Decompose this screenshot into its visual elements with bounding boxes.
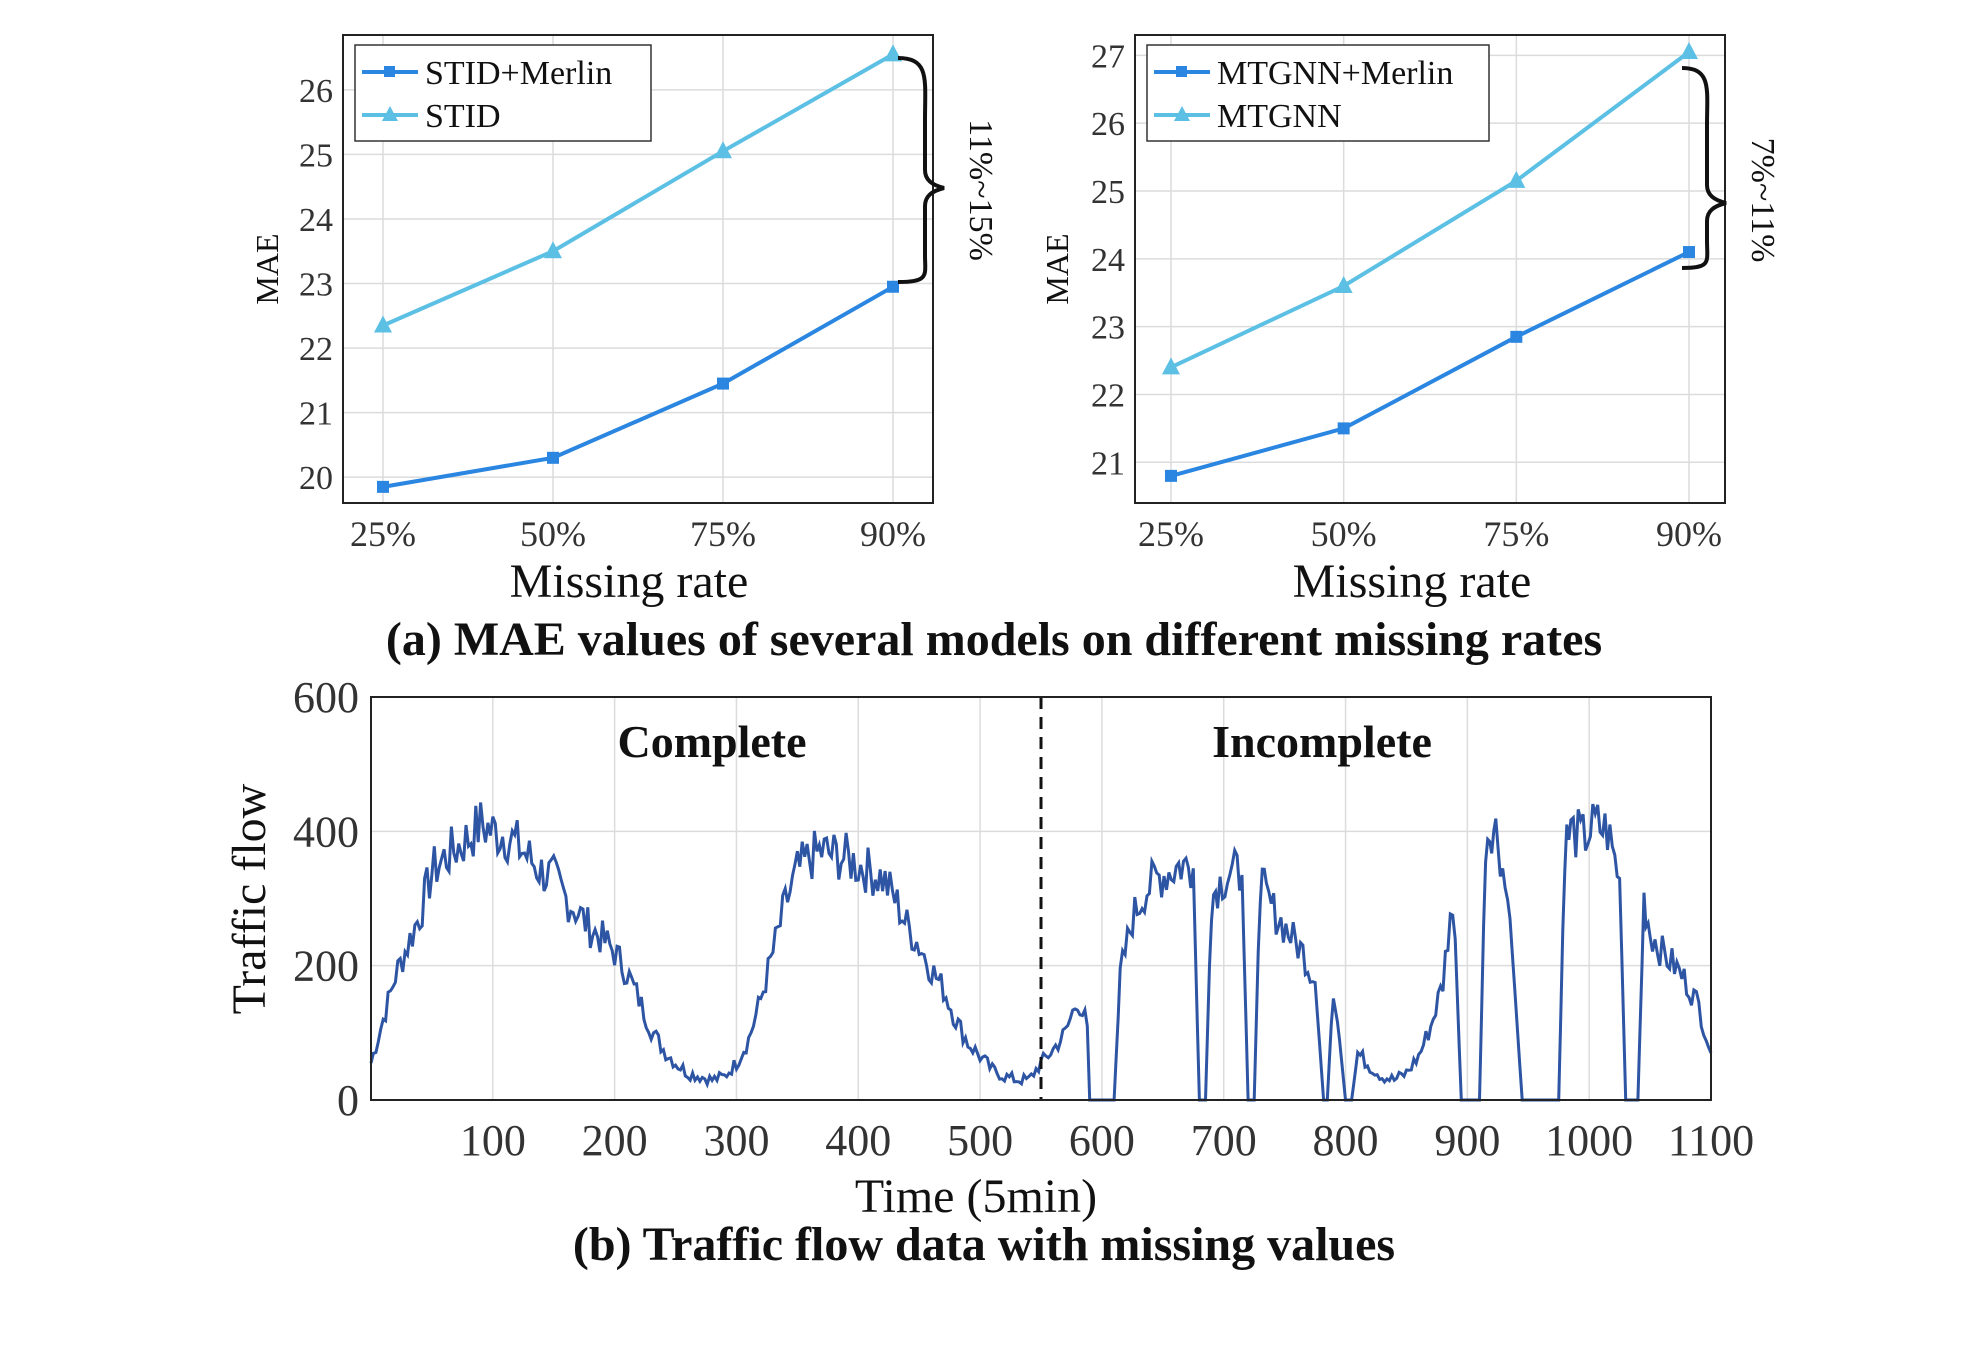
y-tick-label: 600 — [293, 673, 359, 722]
caption-a: (a) MAE values of several models on diff… — [386, 613, 1602, 666]
y-tick-label: 21 — [299, 396, 333, 433]
y-tick-label: 22 — [299, 331, 333, 368]
x-tick-label: 300 — [703, 1116, 769, 1165]
y-tick-label: 20 — [299, 460, 333, 497]
data-point-triangle — [1162, 357, 1180, 375]
region-label-incomplete: Incomplete — [1212, 716, 1432, 767]
stid-brace — [897, 56, 945, 284]
x-tick-label: 600 — [1069, 1116, 1135, 1165]
y-tick-label: 22 — [1091, 377, 1125, 414]
y-tick-label: 200 — [293, 942, 359, 991]
data-point-triangle — [1507, 170, 1526, 188]
y-tick-label: 24 — [1091, 242, 1125, 279]
x-tick-label: 25% — [1138, 514, 1204, 554]
mtgnn-improvement-annotation: 7%~11% — [1744, 138, 1781, 263]
stid-legend-base: STID — [425, 98, 501, 135]
stid-merlin-line — [382, 285, 894, 489]
mtgnn-plot-frame — [1134, 34, 1726, 504]
data-point-triangle — [884, 44, 902, 62]
y-tick-label: 23 — [299, 267, 333, 304]
x-tick-label: 90% — [860, 514, 926, 554]
stid-plot-frame — [342, 34, 934, 504]
data-point-triangle — [374, 315, 392, 333]
stid-legend-merlin: STID+Merlin — [425, 55, 612, 92]
legend-square-marker — [384, 66, 395, 77]
x-tick-label: 900 — [1434, 1116, 1500, 1165]
y-tick-label: 23 — [1091, 310, 1125, 347]
y-tick-label: 25 — [299, 137, 333, 174]
y-tick-label: 27 — [1091, 38, 1125, 75]
traffic-y-axis-label: Traffic flow — [223, 783, 276, 1014]
stid-legend: STID+Merlin STID — [354, 44, 652, 142]
stid-x-axis-label: Missing rate — [510, 555, 749, 608]
traffic-x-axis-label: Time (5min) — [855, 1170, 1097, 1223]
x-tick-label: 25% — [350, 514, 416, 554]
chart-traffic-flow: 0 200 400 600 100 200 300 400 500 600 700 800 900 10… — [223, 673, 1754, 1223]
x-tick-label: 90% — [1656, 514, 1722, 554]
x-tick-label: 200 — [582, 1116, 648, 1165]
mtgnn-y-axis-label: MAE — [1039, 233, 1075, 304]
traffic-flow-line — [369, 802, 1713, 1102]
x-tick-label: 50% — [520, 514, 586, 554]
x-tick-label: 400 — [825, 1116, 891, 1165]
data-point-square — [1683, 246, 1695, 259]
mtgnn-legend: MTGNN+Merlin MTGNN — [1146, 44, 1490, 142]
mtgnn-merlin-line — [1170, 250, 1690, 478]
data-point-triangle — [544, 241, 562, 259]
mtgnn-legend-base: MTGNN — [1217, 98, 1342, 135]
region-label-complete: Complete — [617, 716, 806, 767]
legend-triangle-marker — [382, 106, 398, 121]
data-point-square — [717, 377, 729, 390]
legend-triangle-marker — [1174, 106, 1190, 121]
x-tick-label: 1000 — [1545, 1116, 1633, 1165]
y-tick-label: 0 — [337, 1076, 359, 1125]
stid-line — [382, 52, 894, 328]
data-point-square — [547, 451, 559, 464]
y-tick-label: 25 — [1091, 174, 1125, 211]
x-tick-label: 1100 — [1668, 1116, 1754, 1165]
x-tick-label: 75% — [1483, 514, 1549, 554]
y-tick-label: 21 — [1091, 445, 1125, 482]
chart-mtgnn: 21 22 23 24 25 26 27 25% 50% 75% 90% MAE Missing … — [1039, 34, 1781, 608]
data-point-triangle — [1334, 275, 1353, 293]
data-point-square — [887, 280, 899, 293]
mtgnn-x-axis-label: Missing rate — [1293, 555, 1532, 608]
x-tick-label: 700 — [1191, 1116, 1257, 1165]
mtgnn-brace — [1681, 66, 1727, 270]
data-point-square — [1510, 330, 1523, 343]
stid-y-axis-label: MAE — [249, 233, 285, 304]
x-tick-label: 50% — [1311, 514, 1377, 554]
mtgnn-line — [1170, 50, 1691, 370]
data-point-triangle — [1680, 41, 1698, 59]
y-tick-label: 26 — [299, 73, 333, 110]
mtgnn-legend-merlin: MTGNN+Merlin — [1217, 55, 1453, 92]
data-point-triangle — [714, 141, 732, 159]
traffic-plot-frame — [370, 696, 1712, 1101]
data-point-square — [1165, 469, 1177, 482]
data-point-square — [377, 480, 389, 493]
stid-improvement-annotation: 11%~15% — [962, 119, 999, 261]
x-tick-label: 500 — [947, 1116, 1013, 1165]
caption-b: (b) Traffic flow data with missing value… — [573, 1218, 1395, 1271]
legend-square-marker — [1176, 66, 1187, 77]
data-point-square — [1337, 422, 1350, 435]
chart-stid: 20 21 22 23 24 25 26 25% 50% 75% 90% MAE Missing … — [249, 34, 999, 608]
y-tick-label: 24 — [299, 202, 333, 239]
x-tick-label: 100 — [460, 1116, 526, 1165]
y-tick-label: 26 — [1091, 106, 1125, 143]
x-tick-label: 75% — [690, 514, 756, 554]
y-tick-label: 400 — [293, 807, 359, 856]
x-tick-label: 800 — [1313, 1116, 1379, 1165]
